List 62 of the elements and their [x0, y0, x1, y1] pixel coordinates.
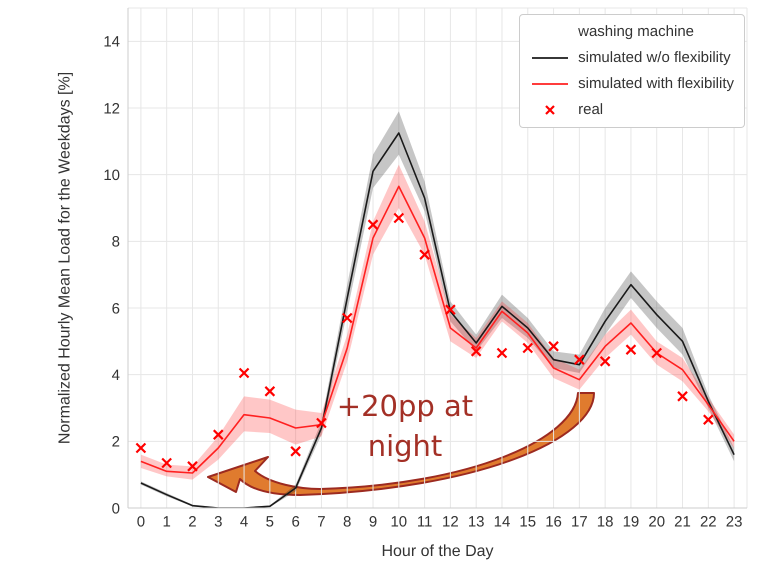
x-tick-label: 13 [468, 514, 485, 531]
x-tick-label: 15 [519, 514, 536, 531]
point [212, 429, 224, 440]
y-axis-title: Normalized Hourly Mean Load for the Weekdays [%] [56, 72, 74, 444]
point [367, 219, 379, 230]
x-tick-label: 16 [545, 514, 562, 531]
x-tick-label: 19 [622, 514, 640, 531]
x-tick-label: 9 [368, 514, 378, 531]
legend-label: simulated w/o flexibility [578, 48, 731, 68]
point [470, 346, 482, 357]
x-tick-label: 17 [571, 514, 588, 531]
y-tick-label: 2 [112, 434, 120, 451]
point [290, 446, 302, 457]
x-tick-label: 5 [266, 514, 274, 531]
point [186, 460, 198, 472]
x-tick-label: 10 [390, 514, 408, 531]
point [342, 312, 353, 324]
point [625, 344, 637, 356]
y-tick-label: 4 [112, 366, 120, 384]
legend-label: simulated with flexibility [578, 74, 734, 94]
x-tick-label: 4 [240, 514, 248, 531]
y-tick-label: 10 [103, 166, 120, 184]
y-tick-label: 0 [112, 500, 120, 518]
x-tick-label: 3 [214, 514, 222, 531]
x-tick-label: 0 [136, 514, 146, 531]
point [238, 367, 250, 379]
x-tick-label: 11 [416, 514, 432, 531]
point [522, 342, 534, 354]
point [316, 417, 328, 429]
point [651, 347, 662, 359]
x-tick-label: 23 [726, 514, 742, 531]
x-tick-label: 20 [648, 514, 666, 531]
x-tick-label: 14 [494, 514, 510, 531]
point [161, 457, 172, 469]
y-tick-label: 6 [112, 300, 120, 318]
point [444, 304, 456, 316]
y-tick-label: 12 [103, 100, 120, 118]
point [419, 249, 430, 260]
annotation: +20pp at night [336, 388, 474, 465]
x-tick-label: 22 [700, 514, 717, 531]
x-tick-label: 21 [674, 514, 691, 531]
y-tick-label: 8 [112, 234, 120, 251]
x-tick-label: 2 [188, 514, 197, 531]
point [600, 356, 611, 367]
x-tick-label: 7 [317, 514, 326, 531]
x-tick-label: 12 [442, 514, 459, 531]
point [264, 386, 276, 397]
point [496, 347, 508, 359]
point [548, 340, 560, 352]
x-tick-label: 8 [343, 514, 352, 531]
legend-title: washing machine [577, 22, 696, 42]
point [393, 212, 404, 224]
point [574, 354, 585, 366]
legend-label: real [578, 100, 604, 120]
x-tick-label: 6 [291, 514, 300, 531]
x-axis-title: Hour of the Day [381, 543, 494, 560]
point [135, 442, 146, 454]
x-tick-label: 18 [596, 514, 614, 531]
x-tick-label: 1 [162, 514, 171, 531]
point [702, 414, 714, 426]
y-tick-label: 14 [103, 34, 120, 51]
point [676, 390, 688, 402]
